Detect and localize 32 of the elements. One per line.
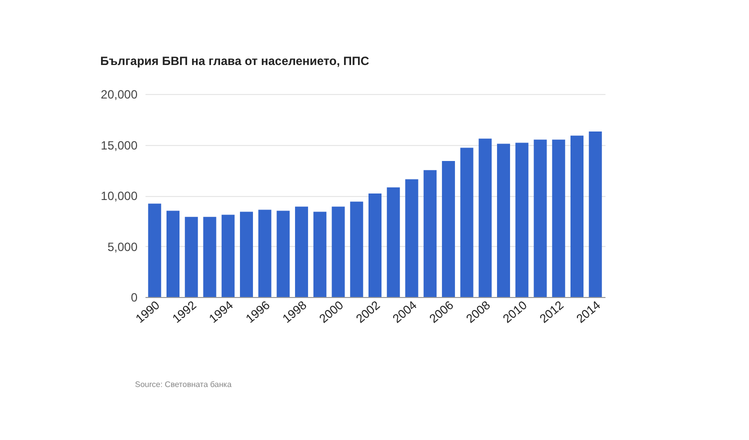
bar	[460, 148, 474, 297]
bar	[570, 136, 584, 297]
bar	[405, 179, 418, 297]
bar	[368, 193, 382, 297]
bar	[240, 212, 253, 297]
bar	[313, 212, 326, 297]
y-tick-label: 15,000	[100, 138, 138, 152]
y-tick-label: 10,000	[100, 189, 138, 203]
bar	[148, 204, 162, 297]
chart-title: България БВП на глава от населението, ППС	[100, 54, 370, 68]
y-tick-label: 5,000	[107, 240, 138, 254]
bar	[497, 144, 510, 297]
bar	[184, 216, 198, 297]
bar	[332, 206, 345, 297]
bar	[588, 132, 602, 297]
bar	[442, 160, 455, 297]
bar	[203, 216, 216, 297]
bar	[350, 202, 364, 297]
bar	[258, 210, 272, 297]
bar	[534, 140, 547, 297]
y-tick-label: 20,000	[100, 88, 138, 102]
bar	[295, 206, 308, 297]
bar	[478, 138, 492, 297]
bar	[276, 210, 290, 297]
bar	[222, 214, 235, 297]
bar	[166, 210, 180, 297]
bar	[386, 187, 400, 297]
bar	[424, 170, 437, 297]
y-tick-label: 0	[130, 290, 138, 304]
bar	[515, 142, 528, 297]
source-note: Source: Световната банка	[135, 380, 232, 389]
bar	[552, 140, 566, 297]
